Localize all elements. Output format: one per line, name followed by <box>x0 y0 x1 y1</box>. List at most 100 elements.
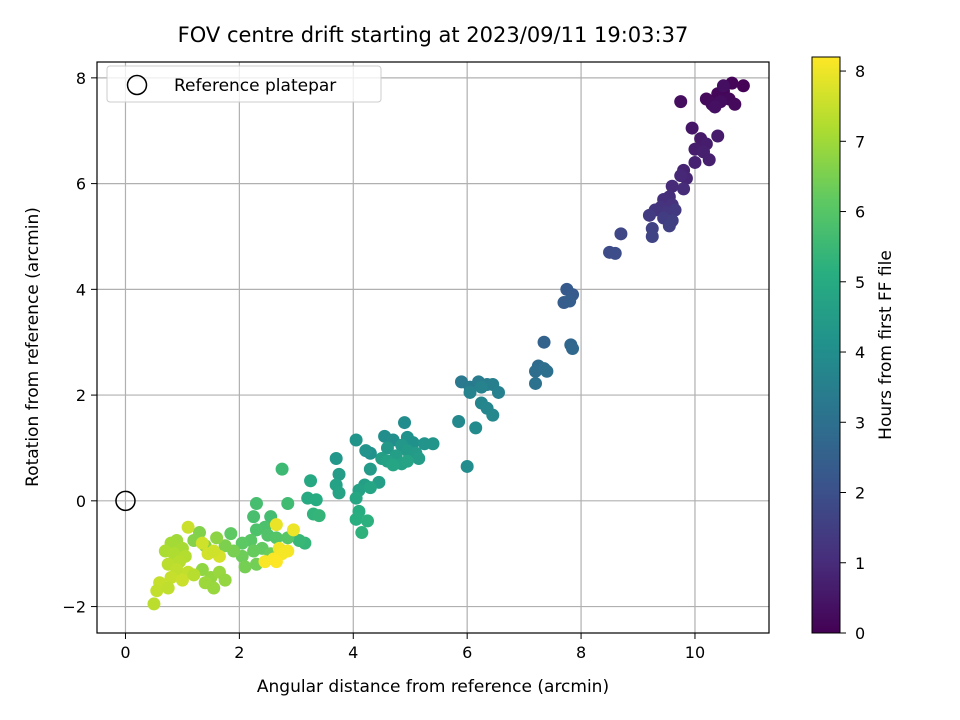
y-tick-label: 6 <box>76 175 86 194</box>
colorbar-frame <box>811 56 841 634</box>
data-point <box>469 421 483 435</box>
data-point <box>398 416 412 430</box>
data-point <box>363 462 377 476</box>
colorbar-tick-label: 7 <box>855 132 865 151</box>
data-point <box>677 182 691 196</box>
y-tick-label: 2 <box>76 386 86 405</box>
data-point <box>736 79 750 93</box>
data-point <box>386 458 400 472</box>
data-point <box>147 597 161 611</box>
legend: Reference platepar <box>106 65 382 103</box>
data-point <box>400 454 414 468</box>
colorbar-tick-label: 3 <box>855 413 865 432</box>
data-point <box>674 169 688 183</box>
data-point <box>275 462 289 476</box>
data-point <box>566 342 580 356</box>
colorbar-tick-label: 2 <box>855 484 865 503</box>
colorbar-label: Hours from first FF file <box>876 250 896 440</box>
data-point <box>662 219 676 233</box>
data-point <box>702 153 716 167</box>
data-point <box>349 433 363 447</box>
plot-frame <box>96 61 770 634</box>
y-tick-label: 4 <box>76 280 86 299</box>
data-point <box>210 531 224 545</box>
x-axis-label: Angular distance from reference (arcmin) <box>257 677 609 697</box>
data-point <box>150 584 164 598</box>
data-point <box>286 523 300 537</box>
data-point <box>218 539 232 553</box>
reference-platepar-marker <box>115 490 136 512</box>
y-tick-label: −2 <box>62 598 86 617</box>
data-point <box>195 536 209 550</box>
data-point <box>529 376 543 390</box>
data-point <box>537 335 551 349</box>
data-point <box>247 544 261 558</box>
x-tick-label: 2 <box>234 643 244 662</box>
data-point <box>645 229 659 243</box>
colorbar-tick-label: 8 <box>855 62 865 81</box>
y-axis-label: Rotation from reference (arcmin) <box>23 207 43 487</box>
data-point <box>181 520 195 534</box>
data-point <box>614 227 628 241</box>
data-point <box>363 481 377 495</box>
legend-marker-icon <box>126 74 148 96</box>
data-point <box>309 493 323 507</box>
data-point <box>460 459 474 473</box>
data-point <box>380 441 394 455</box>
data-point <box>728 97 742 111</box>
data-point <box>716 79 730 93</box>
data-point <box>486 408 500 422</box>
data-point <box>674 95 688 109</box>
data-point <box>187 568 201 582</box>
data-point <box>161 581 175 595</box>
data-point <box>688 155 702 169</box>
legend-box <box>106 65 382 103</box>
data-point <box>164 570 178 584</box>
data-point <box>269 518 283 532</box>
data-point <box>304 474 318 488</box>
y-tick-label: 0 <box>76 492 86 511</box>
data-point <box>207 544 221 558</box>
data-point <box>292 533 306 547</box>
x-tick-label: 4 <box>348 643 358 662</box>
data-point <box>269 555 283 569</box>
data-point <box>608 246 622 260</box>
data-point <box>258 555 272 569</box>
x-tick-label: 0 <box>120 643 130 662</box>
data-point <box>642 208 656 222</box>
data-point <box>218 573 232 587</box>
data-point <box>426 437 440 451</box>
x-tick-label: 8 <box>576 643 586 662</box>
colorbar-tick-label: 4 <box>855 343 865 362</box>
data-point <box>332 467 346 481</box>
data-point <box>207 581 221 595</box>
colorbar-ticks: 0 1 2 3 4 5 6 7 8 <box>840 62 865 643</box>
data-point <box>249 523 263 537</box>
data-point <box>238 560 252 574</box>
data-point <box>247 510 261 524</box>
axis-ticks: 0 2 4 6 8 10 −2 0 2 4 6 8 <box>62 69 705 662</box>
colorbar: 0 1 2 3 4 5 6 7 8 Hours from first FF file <box>811 56 896 643</box>
data-point <box>359 444 373 458</box>
data-point <box>685 121 699 135</box>
data-points <box>147 76 750 611</box>
data-point <box>665 179 679 193</box>
x-tick-label: 10 <box>685 643 705 662</box>
legend-entry-label: Reference platepar <box>174 76 336 96</box>
data-point <box>361 514 375 528</box>
colorbar-tick-label: 0 <box>855 624 865 643</box>
data-point <box>349 491 363 505</box>
chart-title: FOV centre drift starting at 2023/09/11 … <box>178 23 689 47</box>
x-tick-label: 6 <box>462 643 472 662</box>
data-point <box>491 385 505 399</box>
data-point <box>249 496 263 510</box>
data-point <box>474 380 488 394</box>
data-point <box>452 415 466 429</box>
data-point <box>711 129 725 143</box>
data-point <box>349 512 363 526</box>
data-point <box>332 486 346 500</box>
y-tick-label: 8 <box>76 69 86 88</box>
data-point <box>269 531 283 545</box>
data-point <box>563 294 577 308</box>
